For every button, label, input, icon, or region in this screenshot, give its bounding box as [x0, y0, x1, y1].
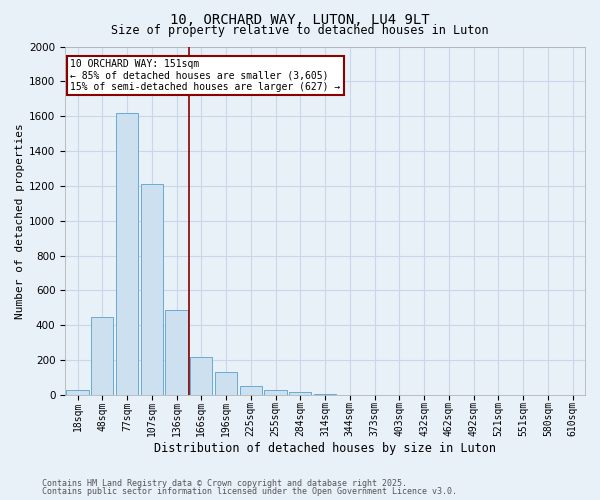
Bar	[67, 390, 89, 395]
Text: Contains public sector information licensed under the Open Government Licence v3: Contains public sector information licen…	[42, 487, 457, 496]
X-axis label: Distribution of detached houses by size in Luton: Distribution of detached houses by size …	[154, 442, 496, 455]
Bar	[215, 372, 237, 395]
Bar	[265, 390, 287, 395]
Bar	[314, 394, 336, 395]
Text: 10 ORCHARD WAY: 151sqm
← 85% of detached houses are smaller (3,605)
15% of semi-: 10 ORCHARD WAY: 151sqm ← 85% of detached…	[70, 58, 341, 92]
Y-axis label: Number of detached properties: Number of detached properties	[15, 123, 25, 318]
Bar	[289, 392, 311, 395]
Bar	[91, 316, 113, 395]
Bar	[166, 310, 188, 395]
Text: Size of property relative to detached houses in Luton: Size of property relative to detached ho…	[111, 24, 489, 37]
Bar	[190, 356, 212, 395]
Text: Contains HM Land Registry data © Crown copyright and database right 2025.: Contains HM Land Registry data © Crown c…	[42, 478, 407, 488]
Bar	[116, 112, 138, 395]
Bar	[239, 386, 262, 395]
Bar	[140, 184, 163, 395]
Text: 10, ORCHARD WAY, LUTON, LU4 9LT: 10, ORCHARD WAY, LUTON, LU4 9LT	[170, 12, 430, 26]
